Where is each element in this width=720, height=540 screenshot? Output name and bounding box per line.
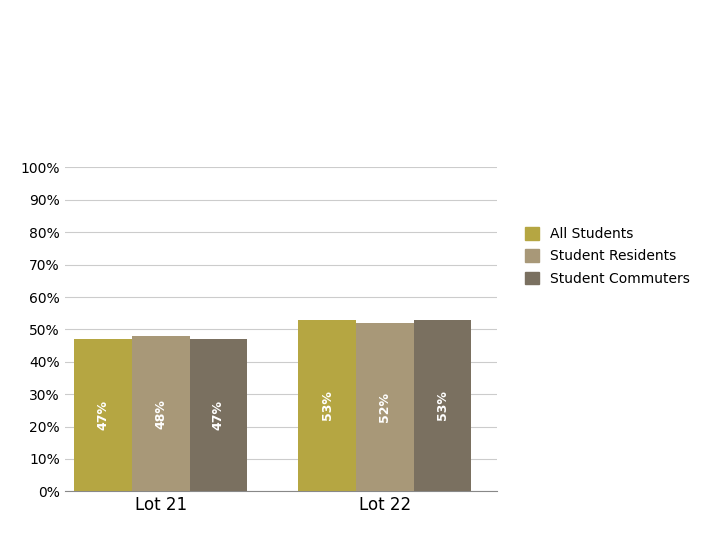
Text: Which area would you prefer be
set aside for student organizations?: Which area would you prefer be set aside… xyxy=(76,40,644,104)
Bar xyxy=(413,320,471,491)
Text: 48%: 48% xyxy=(154,399,167,429)
Bar xyxy=(189,339,247,491)
Text: 53%: 53% xyxy=(320,390,333,421)
Bar xyxy=(132,336,189,491)
Text: 47%: 47% xyxy=(212,400,225,430)
Bar xyxy=(298,320,356,491)
Legend: All Students, Student Residents, Student Commuters: All Students, Student Residents, Student… xyxy=(521,223,694,290)
Bar xyxy=(74,339,132,491)
Bar xyxy=(356,323,413,491)
Text: 47%: 47% xyxy=(96,400,109,430)
Text: 53%: 53% xyxy=(436,390,449,421)
Text: 52%: 52% xyxy=(378,392,391,422)
